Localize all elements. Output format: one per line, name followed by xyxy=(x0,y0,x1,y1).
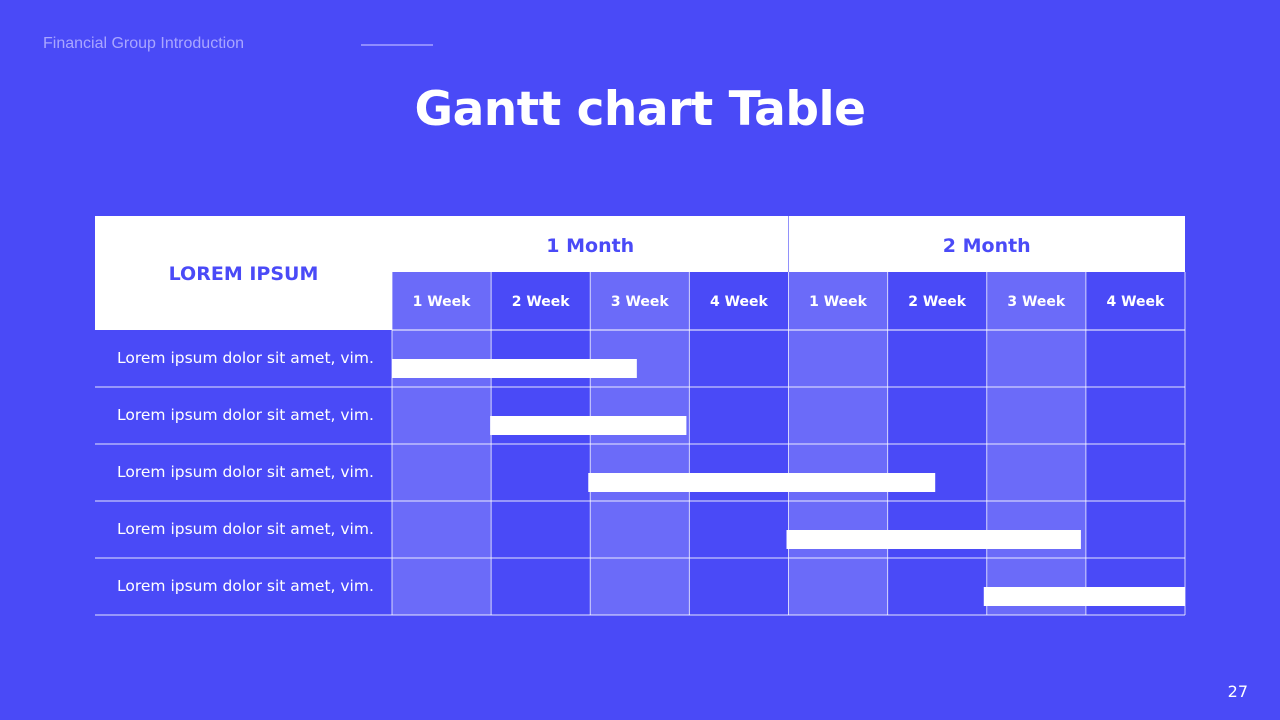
task-bar-2 xyxy=(490,416,687,435)
task-label-5: Lorem ipsum dolor sit amet, vim. xyxy=(117,577,374,595)
task-label-4: Lorem ipsum dolor sit amet, vim. xyxy=(117,520,374,538)
page-number: 27 xyxy=(1227,682,1248,701)
task-label-3: Lorem ipsum dolor sit amet, vim. xyxy=(117,463,374,481)
month-label-1: 1 Month xyxy=(546,235,634,257)
page-title: Gantt chart Table xyxy=(414,82,866,137)
week-label-m1-w2: 2 Week xyxy=(512,294,571,310)
corner-label: LOREM IPSUM xyxy=(169,263,319,285)
week-label-m1-w3: 3 Week xyxy=(611,294,670,310)
header-divider xyxy=(361,44,433,46)
task-bar-5 xyxy=(983,587,1185,606)
week-label-m2-w4: 4 Week xyxy=(1107,294,1166,310)
task-label-1: Lorem ipsum dolor sit amet, vim. xyxy=(117,349,374,367)
task-bar-3 xyxy=(588,473,936,492)
week-label-m2-w3: 3 Week xyxy=(1007,294,1066,310)
week-label-m2-w2: 2 Week xyxy=(908,294,967,310)
corner-header-cell xyxy=(95,216,392,330)
week-label-m1-w1: 1 Week xyxy=(413,294,472,310)
week-label-m2-w1: 1 Week xyxy=(809,294,868,310)
week-label-m1-w4: 4 Week xyxy=(710,294,769,310)
task-bar-1 xyxy=(392,359,637,378)
task-label-2: Lorem ipsum dolor sit amet, vim. xyxy=(117,406,374,424)
task-bar-4 xyxy=(786,530,1081,549)
header-label: Financial Group Introduction xyxy=(43,35,244,52)
month-label-2: 2 Month xyxy=(943,235,1031,257)
